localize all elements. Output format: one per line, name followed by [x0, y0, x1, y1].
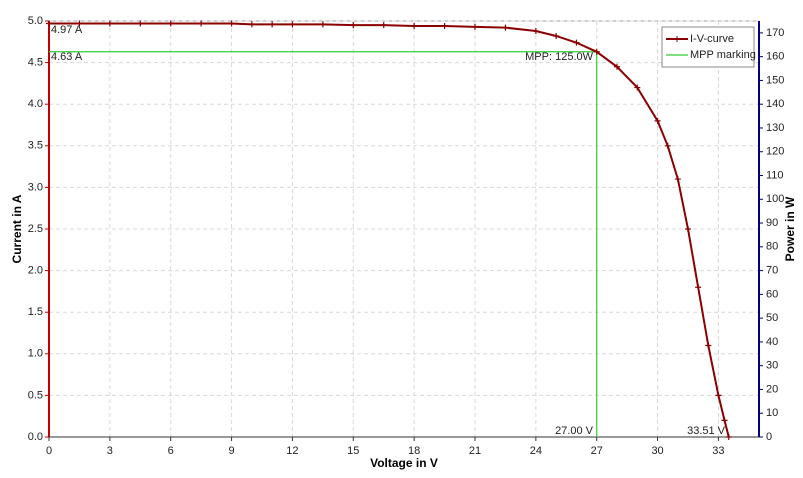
point-marker	[654, 117, 661, 124]
point-marker	[411, 22, 418, 29]
point-marker	[76, 20, 83, 27]
y2-tick-label: 40	[766, 336, 778, 348]
y2-tick-label: 90	[766, 217, 778, 229]
point-marker	[228, 20, 235, 27]
series-line	[49, 22, 730, 438]
y2-tick-label: 50	[766, 312, 778, 324]
legend-box	[661, 26, 755, 68]
point-marker	[685, 226, 691, 232]
legend-label: I-V-curve	[690, 33, 734, 45]
point-marker	[532, 27, 539, 34]
x-tick-label: 33	[712, 445, 724, 457]
x-tick-label: 24	[530, 445, 542, 457]
y2-tick-label: 0	[766, 431, 772, 443]
y-tick-label: 1.5	[28, 306, 43, 318]
point-marker	[695, 284, 702, 291]
point-marker	[705, 342, 712, 349]
x-tick-label: 9	[229, 445, 235, 457]
y2-tick-label: 100	[766, 193, 784, 205]
y2-tick-label: 110	[766, 169, 784, 181]
y2-tick-label: 130	[766, 122, 784, 134]
y2-tick-label: 150	[766, 74, 784, 86]
x-axis-title: Voltage in V	[370, 456, 438, 470]
y-tick-label: 0.0	[28, 431, 43, 443]
y2-tick-label: 160	[766, 51, 784, 63]
point-marker	[380, 22, 387, 29]
y-tick-label: 2.5	[28, 223, 43, 235]
y-axis-title: Current in A	[10, 194, 24, 263]
point-marker	[502, 24, 509, 31]
point-marker	[106, 20, 113, 27]
point-marker	[248, 21, 255, 28]
point-marker	[198, 20, 205, 27]
y2-tick-label: 80	[766, 241, 778, 253]
y-tick-label: 5.0	[28, 15, 43, 27]
point-marker	[319, 21, 326, 28]
legend-label: MPP marking	[690, 49, 756, 61]
y2-axis-title: Power in W	[783, 196, 797, 261]
point-marker	[715, 392, 722, 399]
y-tick-label: 0.5	[28, 389, 43, 401]
x-tick-label: 12	[286, 445, 298, 457]
point-marker	[269, 21, 276, 28]
annotation: 4.63 A	[51, 51, 83, 63]
point-marker	[472, 23, 478, 30]
point-marker	[137, 20, 144, 27]
annotation: 4.97 A	[51, 24, 83, 36]
point-marker	[573, 39, 580, 46]
y-tick-label: 1.0	[28, 348, 43, 360]
x-tick-label: 15	[347, 445, 359, 457]
y2-tick-label: 70	[766, 265, 778, 277]
annotation: MPP: 125.0W	[525, 51, 593, 63]
y-tick-label: 2.0	[28, 265, 43, 277]
x-tick-label: 30	[651, 445, 663, 457]
point-marker	[167, 20, 174, 27]
x-tick-label: 27	[591, 445, 603, 457]
annotation: 33.51 V	[687, 425, 726, 437]
y2-tick-label: 60	[766, 288, 778, 300]
point-marker	[721, 417, 728, 424]
y-tick-label: 3.0	[28, 181, 43, 193]
y2-tick-label: 170	[766, 27, 784, 39]
y2-tick-label: 10	[766, 407, 778, 419]
x-tick-label: 21	[469, 445, 481, 457]
x-tick-label: 0	[46, 445, 52, 457]
annotation: 27.00 V	[555, 425, 594, 437]
point-marker	[46, 20, 52, 27]
point-marker	[634, 84, 641, 91]
y2-tick-label: 30	[766, 360, 778, 372]
x-tick-label: 6	[168, 445, 174, 457]
point-marker	[664, 142, 671, 149]
point-marker	[350, 22, 357, 29]
y-tick-label: 3.5	[28, 140, 43, 152]
y2-tick-label: 140	[766, 98, 784, 110]
point-marker	[441, 22, 448, 29]
y2-tick-label: 20	[766, 383, 778, 395]
point-marker	[593, 48, 600, 55]
point-marker	[614, 63, 620, 70]
point-marker	[674, 176, 681, 183]
point-marker	[725, 434, 732, 440]
y-tick-label: 4.5	[28, 57, 43, 69]
point-marker	[553, 32, 560, 39]
x-tick-label: 18	[408, 445, 420, 457]
y2-tick-label: 120	[766, 146, 784, 158]
point-marker	[289, 21, 296, 28]
y-tick-label: 4.0	[28, 98, 43, 110]
legend-marker	[674, 36, 680, 42]
x-tick-label: 3	[107, 445, 113, 457]
